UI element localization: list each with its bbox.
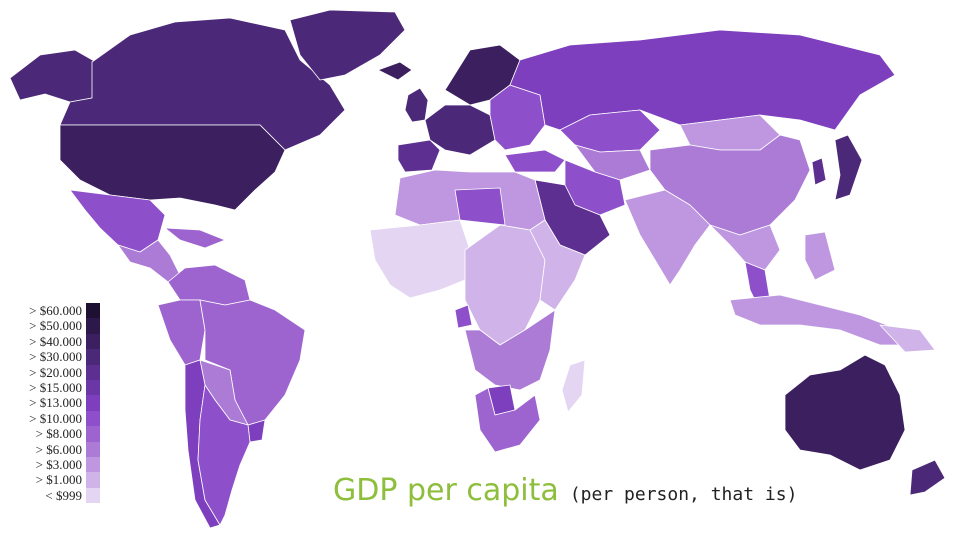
region-argentina <box>197 384 251 526</box>
region-uk-ireland <box>404 87 429 123</box>
caption-subtitle: (per person, that is) <box>569 484 798 505</box>
legend: > $60.000 > $50.000 > $40.000 > $30.000 … <box>14 303 104 504</box>
region-iberia <box>397 139 441 173</box>
legend-item: > $60.000 <box>14 303 104 319</box>
region-alaska <box>9 49 97 103</box>
legend-swatch <box>85 303 100 319</box>
legend-swatch <box>85 364 100 380</box>
legend-label: > $10.000 <box>29 410 82 426</box>
legend-swatch <box>85 426 100 442</box>
legend-item: > $15.000 <box>14 379 104 396</box>
legend-label: > $6.000 <box>35 441 82 457</box>
region-south-africa <box>474 387 541 453</box>
region-greenland <box>289 9 406 81</box>
legend-swatch <box>85 379 100 396</box>
legend-item: > $20.000 <box>14 364 104 380</box>
region-canada <box>59 17 346 151</box>
legend-swatch <box>85 333 100 350</box>
legend-label: > $8.000 <box>35 426 82 442</box>
legend-label: > $30.000 <box>29 349 82 365</box>
region-central-africa <box>464 224 546 346</box>
legend-label: > $60.000 <box>29 303 82 318</box>
region-west-africa <box>369 219 471 299</box>
region-new-zealand <box>909 459 946 496</box>
caption-title: GDP per capita <box>333 473 559 508</box>
legend-label: > $40.000 <box>29 333 82 349</box>
region-caribbean <box>164 227 226 249</box>
region-southeast-asia <box>709 224 781 271</box>
legend-swatch <box>85 410 100 427</box>
region-libya <box>454 187 506 226</box>
caption: GDP per capita (per person, that is) <box>333 473 797 508</box>
legend-label: < $999 <box>45 487 82 503</box>
region-philippines <box>804 231 836 281</box>
legend-label: > $3.000 <box>35 456 82 472</box>
region-iceland <box>377 61 413 81</box>
region-usa <box>59 124 286 211</box>
region-indonesia <box>729 294 916 346</box>
legend-swatch <box>85 349 100 365</box>
legend-label: > $50.000 <box>29 318 82 334</box>
region-colombia-venezuela <box>167 264 251 306</box>
region-eastern-europe <box>489 84 546 151</box>
legend-label: > $15.000 <box>29 379 82 395</box>
legend-item: > $10.000 <box>14 410 104 427</box>
legend-item: > $30.000 <box>14 349 104 365</box>
legend-item: < $999 <box>14 487 104 504</box>
legend-label: > $13.000 <box>29 395 82 411</box>
legend-swatch <box>85 456 100 473</box>
legend-item: > $8.000 <box>14 426 104 442</box>
region-southern-africa <box>464 309 556 391</box>
legend-item: > $13.000 <box>14 395 104 411</box>
region-gabon <box>454 304 473 329</box>
legend-label: > $20.000 <box>29 364 82 380</box>
region-turkey <box>504 149 566 173</box>
legend-item: > $50.000 <box>14 318 104 334</box>
region-india <box>624 189 711 286</box>
region-japan <box>834 134 863 201</box>
legend-item: > $3.000 <box>14 456 104 473</box>
legend-swatch <box>85 487 100 504</box>
region-madagascar <box>561 359 586 413</box>
region-papua-new-guinea <box>879 324 936 353</box>
legend-label: > $1.000 <box>35 472 82 488</box>
legend-item: > $1.000 <box>14 472 104 488</box>
region-russia <box>509 29 896 131</box>
region-korea <box>811 157 827 186</box>
legend-swatch <box>85 472 100 488</box>
region-australia <box>784 354 906 471</box>
legend-swatch <box>85 318 100 334</box>
legend-item: > $6.000 <box>14 441 104 457</box>
region-peru-ecuador <box>157 299 206 366</box>
region-brazil <box>199 299 306 426</box>
legend-item: > $40.000 <box>14 333 104 350</box>
region-east-africa <box>529 219 586 311</box>
legend-swatch <box>85 395 100 411</box>
legend-swatch <box>85 441 100 457</box>
